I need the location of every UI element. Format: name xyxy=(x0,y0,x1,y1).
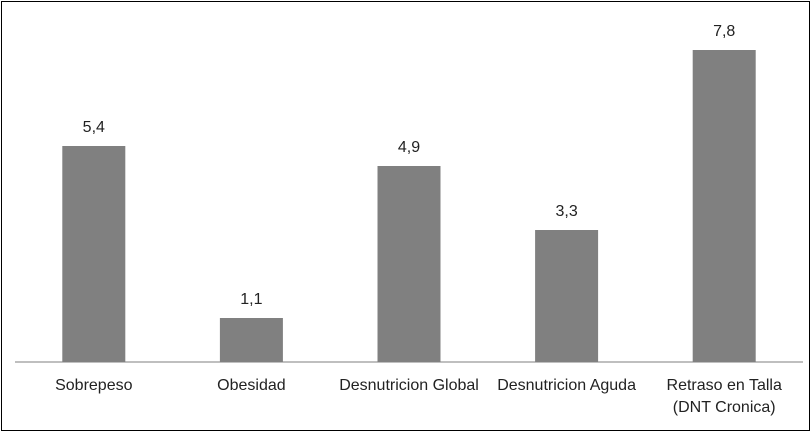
data-label: 3,3 xyxy=(555,203,577,220)
x-tick-label: Desnutricion Global xyxy=(339,377,479,394)
bar xyxy=(62,146,126,362)
bar xyxy=(692,50,756,362)
bar xyxy=(535,230,599,362)
bar xyxy=(219,318,283,362)
data-label: 4,9 xyxy=(398,139,420,156)
x-tick-label: Sobrepeso xyxy=(55,377,133,394)
x-tick-label: Desnutricion Aguda xyxy=(497,377,636,394)
data-label: 5,4 xyxy=(83,119,105,136)
data-label: 7,8 xyxy=(713,23,735,40)
x-tick-label: Obesidad xyxy=(217,377,286,394)
bar xyxy=(377,166,441,362)
data-label: 1,1 xyxy=(240,291,262,308)
x-tick-label: Retraso en Talla (DNT Cronica) xyxy=(666,377,782,416)
